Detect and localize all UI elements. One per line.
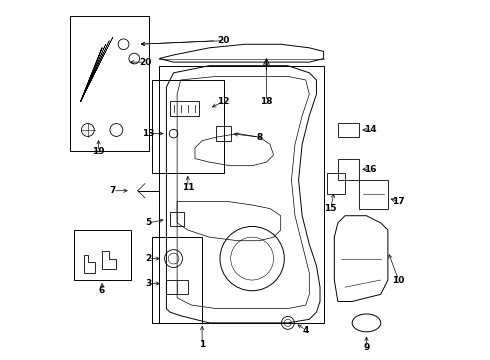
Text: 13: 13 [142,129,155,138]
Text: 5: 5 [146,219,152,228]
Text: 20: 20 [218,36,230,45]
Text: 9: 9 [363,343,369,352]
Text: 15: 15 [324,204,337,213]
Text: 16: 16 [364,165,376,174]
Text: 19: 19 [92,147,105,156]
Text: 8: 8 [256,132,263,141]
Text: 2: 2 [146,254,152,263]
Text: 17: 17 [392,197,405,206]
Text: 14: 14 [364,126,376,135]
Text: 6: 6 [99,286,105,295]
Text: 10: 10 [392,275,405,284]
Text: 4: 4 [302,325,309,334]
Text: 7: 7 [110,186,116,195]
Text: 1: 1 [199,340,205,349]
Text: 12: 12 [218,97,230,106]
Text: 20: 20 [139,58,151,67]
Text: 18: 18 [260,97,272,106]
Text: 11: 11 [182,183,194,192]
Text: 3: 3 [146,279,152,288]
